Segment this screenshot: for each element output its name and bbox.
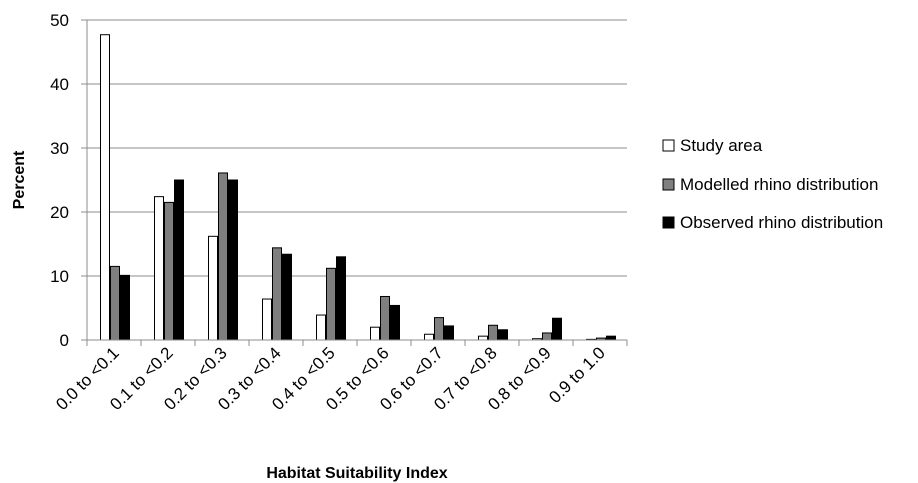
- y-tick-label: 10: [50, 267, 69, 286]
- bar-study-area: [100, 34, 110, 341]
- bar-observed: [120, 274, 130, 341]
- legend: Study area Modelled rhino distribution Obs…: [662, 136, 883, 232]
- y-axis-label: Percent: [11, 150, 28, 209]
- bar-observed: [606, 335, 616, 341]
- bar-modelled: [488, 324, 498, 341]
- x-tick-label: 0.9 to 1.0: [545, 343, 609, 407]
- bar-observed: [552, 317, 562, 341]
- bar-observed: [498, 329, 508, 341]
- bar-modelled: [380, 295, 390, 341]
- bar-modelled: [110, 265, 120, 341]
- y-tick-labels: 0 10 20 30 40 50: [50, 11, 69, 350]
- axes: [81, 19, 628, 346]
- y-tick-label: 20: [50, 203, 69, 222]
- legend-entry: Modelled rhino distribution: [680, 175, 878, 194]
- bar-study-area: [316, 314, 326, 341]
- bar-observed: [390, 304, 400, 341]
- bar-observed: [444, 325, 454, 341]
- y-tick-label: 40: [50, 75, 69, 94]
- bar-observed: [336, 256, 346, 341]
- bars: [100, 34, 616, 341]
- bar-study-area: [208, 235, 218, 341]
- x-tick-labels: 0.0 to <0.10.1 to <0.20.2 to <0.30.3 to …: [52, 343, 609, 414]
- y-tick-label: 30: [50, 139, 69, 158]
- bar-modelled: [542, 332, 552, 341]
- bar-study-area: [370, 326, 380, 341]
- bar-observed: [282, 253, 292, 341]
- bar-observed: [228, 179, 238, 341]
- bar-modelled: [218, 172, 228, 341]
- bar-modelled: [326, 267, 336, 341]
- legend-entry: Observed rhino distribution: [680, 213, 883, 232]
- bar-study-area: [262, 298, 272, 341]
- legend-swatch: [662, 178, 675, 191]
- bar-modelled: [434, 317, 444, 341]
- legend-entry: Study area: [680, 136, 763, 155]
- legend-swatch: [662, 216, 675, 229]
- bar-modelled: [164, 201, 174, 341]
- bar-study-area: [424, 333, 434, 341]
- bar-observed: [174, 179, 184, 341]
- x-axis-label: Habitat Suitability Index: [266, 465, 447, 482]
- y-tick-label: 0: [60, 331, 69, 350]
- bar-study-area: [478, 335, 488, 341]
- legend-swatch: [662, 139, 675, 152]
- bar-modelled: [272, 247, 282, 341]
- y-tick-label: 50: [50, 11, 69, 30]
- bar-study-area: [154, 196, 164, 341]
